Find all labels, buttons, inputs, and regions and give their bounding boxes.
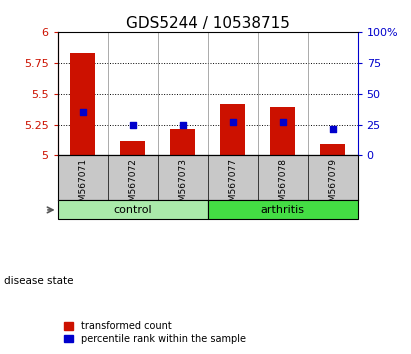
Point [179,122,186,127]
Point [279,119,286,125]
Bar [58,200,208,219]
Text: GSM567078: GSM567078 [278,158,287,213]
Point [79,109,86,115]
Bar [320,144,345,155]
Text: disease state: disease state [4,276,74,286]
Text: GSM567073: GSM567073 [178,158,187,213]
Bar [270,107,295,155]
Point [129,122,136,127]
Text: GSM567079: GSM567079 [328,158,337,213]
Point [329,127,336,132]
Point [229,119,236,125]
Text: control: control [113,205,152,215]
Title: GDS5244 / 10538715: GDS5244 / 10538715 [126,16,289,31]
Bar [120,141,145,155]
Bar [220,103,245,155]
Text: GSM567077: GSM567077 [228,158,237,213]
Bar [208,200,358,219]
Bar [170,130,195,155]
Text: GSM567071: GSM567071 [78,158,87,213]
Text: arthritis: arthritis [261,205,305,215]
Text: GSM567072: GSM567072 [128,158,137,212]
Bar [70,53,95,155]
Legend: transformed count, percentile rank within the sample: transformed count, percentile rank withi… [62,319,248,346]
